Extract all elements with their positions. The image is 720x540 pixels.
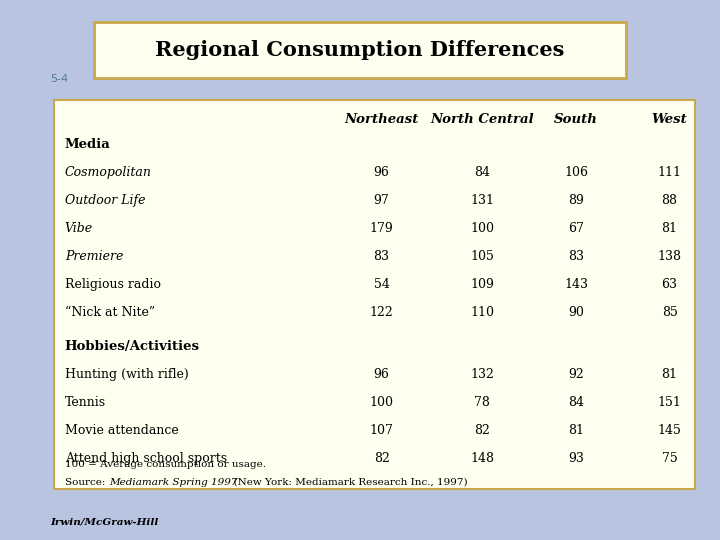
Text: 93: 93	[568, 452, 584, 465]
Text: 75: 75	[662, 452, 678, 465]
Text: 84: 84	[474, 166, 490, 179]
Text: 138: 138	[657, 250, 682, 263]
Text: 110: 110	[470, 306, 495, 319]
Text: 111: 111	[657, 166, 682, 179]
Text: 109: 109	[470, 278, 495, 291]
Text: 132: 132	[470, 368, 495, 381]
Text: 151: 151	[657, 396, 682, 409]
Text: 5-4: 5-4	[50, 73, 68, 84]
Text: 100 = Average consumption or usage.: 100 = Average consumption or usage.	[65, 460, 266, 469]
Text: Attend high school sports: Attend high school sports	[65, 452, 227, 465]
Text: 67: 67	[568, 222, 584, 235]
Text: West: West	[652, 113, 688, 126]
Text: Hunting (with rifle): Hunting (with rifle)	[65, 368, 189, 381]
Text: 78: 78	[474, 396, 490, 409]
Text: 122: 122	[370, 306, 393, 319]
Text: Outdoor Life: Outdoor Life	[65, 194, 145, 207]
Text: 106: 106	[564, 166, 588, 179]
Text: 96: 96	[374, 368, 390, 381]
Text: 88: 88	[662, 194, 678, 207]
Text: 131: 131	[470, 194, 495, 207]
Text: 82: 82	[474, 424, 490, 437]
Text: Mediamark Spring 1997: Mediamark Spring 1997	[109, 478, 238, 487]
Text: 54: 54	[374, 278, 390, 291]
Text: 179: 179	[370, 222, 393, 235]
Text: Media: Media	[65, 138, 111, 151]
Text: Premiere: Premiere	[65, 250, 123, 263]
Text: Movie attendance: Movie attendance	[65, 424, 179, 437]
Text: South: South	[554, 113, 598, 126]
Text: 105: 105	[470, 250, 495, 263]
Text: 63: 63	[662, 278, 678, 291]
Text: Hobbies/Activities: Hobbies/Activities	[65, 340, 200, 353]
FancyBboxPatch shape	[94, 22, 626, 78]
Text: 148: 148	[470, 452, 495, 465]
FancyBboxPatch shape	[54, 100, 695, 489]
Text: Cosmopolitan: Cosmopolitan	[65, 166, 152, 179]
Text: Source:: Source:	[65, 478, 112, 487]
Text: 85: 85	[662, 306, 678, 319]
Text: 83: 83	[568, 250, 584, 263]
Text: Northeast: Northeast	[344, 113, 419, 126]
Text: 97: 97	[374, 194, 390, 207]
Text: 84: 84	[568, 396, 584, 409]
Text: North Central: North Central	[431, 113, 534, 126]
Text: 89: 89	[568, 194, 584, 207]
Text: Vibe: Vibe	[65, 222, 93, 235]
Text: Religious radio: Religious radio	[65, 278, 161, 291]
Text: Irwin/McGraw-Hill: Irwin/McGraw-Hill	[50, 517, 159, 526]
Text: 83: 83	[374, 250, 390, 263]
Text: 81: 81	[662, 368, 678, 381]
Text: 107: 107	[369, 424, 394, 437]
Text: 81: 81	[568, 424, 584, 437]
Text: 82: 82	[374, 452, 390, 465]
Text: 90: 90	[568, 306, 584, 319]
Text: (New York: Mediamark Research Inc., 1997): (New York: Mediamark Research Inc., 1997…	[227, 478, 467, 487]
Text: Regional Consumption Differences: Regional Consumption Differences	[156, 40, 564, 60]
Text: 92: 92	[568, 368, 584, 381]
Text: “Nick at Nite”: “Nick at Nite”	[65, 306, 155, 319]
Text: 96: 96	[374, 166, 390, 179]
Text: 100: 100	[470, 222, 495, 235]
Text: 81: 81	[662, 222, 678, 235]
Text: Tennis: Tennis	[65, 396, 106, 409]
Text: 143: 143	[564, 278, 588, 291]
Text: 145: 145	[657, 424, 682, 437]
Text: 100: 100	[369, 396, 394, 409]
